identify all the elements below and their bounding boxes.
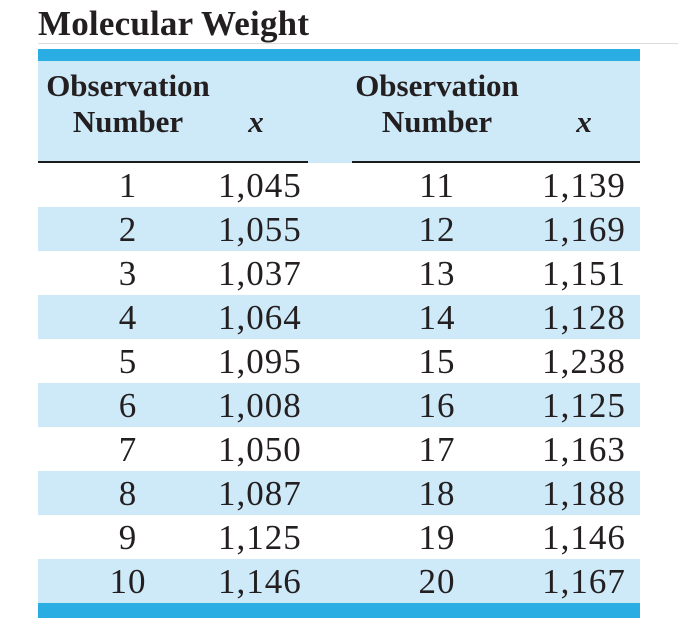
obs-number-cell: 8: [118, 473, 138, 513]
obs-number-cell: 20: [418, 561, 456, 601]
header-observation-line2: Number: [381, 103, 493, 139]
x-value-cell: 1,146: [218, 561, 302, 601]
x-value-cell: 1,188: [542, 473, 626, 513]
obs-number-cell: 15: [418, 341, 456, 381]
table-row: 4 1,064 14 1,128: [38, 295, 640, 339]
obs-number-cell: 14: [418, 297, 456, 337]
obs-number-cell: 9: [118, 517, 138, 557]
title-hairline: [38, 43, 678, 44]
obs-number-cell: 13: [418, 253, 456, 293]
x-value-cell: 1,139: [542, 165, 626, 205]
header-spacer: [294, 139, 346, 163]
obs-number-cell: 16: [418, 385, 456, 425]
table-row: 10 1,146 20 1,167: [38, 559, 640, 603]
spacer-cell: [294, 493, 346, 494]
x-value-cell: 1,045: [218, 165, 302, 205]
spacer-cell: [294, 361, 346, 362]
obs-number-cell: 4: [118, 297, 138, 337]
x-value-cell: 1,095: [218, 341, 302, 381]
table-row: 2 1,055 12 1,169: [38, 207, 640, 251]
header-observation-line1: Observation: [46, 68, 210, 104]
x-value-cell: 1,125: [218, 517, 302, 557]
spacer-cell: [294, 229, 346, 230]
obs-number-cell: 10: [109, 561, 147, 601]
obs-number-cell: 2: [118, 209, 138, 249]
obs-number-cell: 18: [418, 473, 456, 513]
spacer-cell: [294, 449, 346, 450]
spacer-cell: [294, 185, 346, 186]
x-value-cell: 1,064: [218, 297, 302, 337]
spacer-cell: [294, 581, 346, 582]
header-observation-line2: Number: [72, 103, 184, 139]
x-value-cell: 1,146: [542, 517, 626, 557]
header-observation-line1: Observation: [355, 68, 519, 104]
table-row: 6 1,008 16 1,125: [38, 383, 640, 427]
x-value-cell: 1,055: [218, 209, 302, 249]
x-value-cell: 1,050: [218, 429, 302, 469]
x-value-cell: 1,169: [542, 209, 626, 249]
x-value-cell: 1,151: [542, 253, 626, 293]
obs-number-cell: 5: [118, 341, 138, 381]
x-value-cell: 1,128: [542, 297, 626, 337]
table-title: Molecular Weight: [38, 4, 310, 43]
obs-number-cell: 17: [418, 429, 456, 469]
header-observation-number-right: Observation Number: [346, 68, 528, 163]
obs-number-cell: 11: [419, 165, 455, 205]
x-value-cell: 1,037: [218, 253, 302, 293]
header-x-left: x: [248, 103, 264, 139]
table-row: 7 1,050 17 1,163: [38, 427, 640, 471]
table-row: 9 1,125 19 1,146: [38, 515, 640, 559]
table-header-row: Observation Number x Observation Number …: [38, 61, 640, 163]
obs-number-cell: 7: [118, 429, 138, 469]
table-row: 3 1,037 13 1,151: [38, 251, 640, 295]
obs-number-cell: 3: [118, 253, 138, 293]
table-row: 1 1,045 11 1,139: [38, 163, 640, 207]
header-rule-left: [38, 161, 308, 163]
x-value-cell: 1,163: [542, 429, 626, 469]
molecular-weight-table: Observation Number x Observation Number …: [38, 49, 640, 618]
table-row: 5 1,095 15 1,238: [38, 339, 640, 383]
spacer-cell: [294, 273, 346, 274]
table-body: 1 1,045 11 1,139 2 1,055 12 1,169 3 1,03…: [38, 163, 640, 603]
obs-number-cell: 19: [418, 517, 456, 557]
header-rule-right: [352, 161, 640, 163]
spacer-cell: [294, 537, 346, 538]
spacer-cell: [294, 405, 346, 406]
obs-number-cell: 1: [118, 165, 138, 205]
table-bottom-accent-bar: [38, 603, 640, 618]
x-value-cell: 1,008: [218, 385, 302, 425]
spacer-cell: [294, 317, 346, 318]
header-x-right: x: [576, 103, 592, 139]
table-row: 8 1,087 18 1,188: [38, 471, 640, 515]
x-value-cell: 1,087: [218, 473, 302, 513]
x-value-cell: 1,125: [542, 385, 626, 425]
x-value-cell: 1,238: [542, 341, 626, 381]
obs-number-cell: 6: [118, 385, 138, 425]
x-value-cell: 1,167: [542, 561, 626, 601]
table-top-accent-bar: [38, 49, 640, 61]
header-observation-number-left: Observation Number: [38, 68, 218, 163]
obs-number-cell: 12: [418, 209, 456, 249]
